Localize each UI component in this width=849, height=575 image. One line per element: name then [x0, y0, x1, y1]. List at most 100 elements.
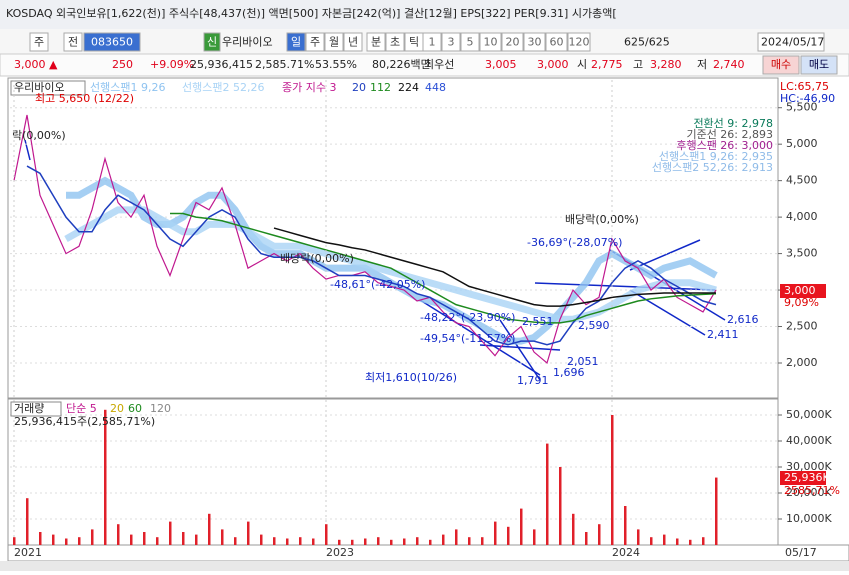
info-line: 선행스팬1 9,26: 2,935 [659, 150, 773, 163]
button-label[interactable]: 60 [550, 36, 564, 49]
x-tick-label: 2024 [612, 546, 640, 559]
volume-bar [715, 477, 718, 545]
quote-item: 고 [633, 58, 643, 71]
button-label[interactable]: 3 [448, 36, 455, 49]
volume-bar [13, 537, 16, 545]
volume-marker-label: 25,936K [784, 471, 830, 484]
button-label[interactable]: 5 [467, 36, 474, 49]
series-line [64, 206, 717, 323]
legend-entry: 60 [128, 402, 142, 415]
button-label[interactable]: 10 [484, 36, 498, 49]
legend-title: 거래량 [14, 402, 44, 415]
button[interactable] [385, 32, 405, 52]
volume-bar [689, 539, 692, 545]
trade-button[interactable] [762, 55, 800, 75]
legend-entry: 120 [150, 402, 171, 415]
quote-item: 3,005 [485, 58, 517, 71]
trend-line [629, 239, 701, 271]
button-label[interactable]: 전 [68, 36, 78, 49]
y-tick-label: 10,000K [786, 512, 832, 525]
annotation: 배당락(0,00%) [565, 213, 639, 226]
scrollbar[interactable] [0, 561, 849, 571]
trade-button-label[interactable]: 매도 [809, 58, 829, 71]
button[interactable] [479, 32, 502, 52]
quote-item: 3,000 ▲ [14, 58, 58, 71]
quote-item: 250 [112, 58, 133, 71]
button-label[interactable]: 신 [207, 36, 217, 49]
quote-bar [0, 53, 849, 77]
button-label[interactable]: 년 [348, 36, 358, 49]
button[interactable] [501, 32, 524, 52]
button[interactable] [203, 32, 221, 52]
volume-bar [247, 521, 250, 545]
price-marker [780, 284, 826, 298]
button-label[interactable]: 120 [569, 36, 590, 49]
date-box[interactable] [757, 32, 825, 52]
button-label[interactable]: 주 [34, 36, 44, 49]
volume-bar [312, 538, 315, 545]
price-marker-label: 3,000 [784, 284, 816, 297]
button[interactable] [305, 32, 325, 52]
volume-bar [143, 532, 146, 545]
button[interactable] [422, 32, 442, 52]
volume-bar [598, 524, 601, 545]
button[interactable] [545, 32, 568, 52]
button-label[interactable]: 틱 [409, 36, 419, 49]
volume-bar [520, 508, 523, 545]
button-label[interactable]: 30 [528, 36, 542, 49]
button-label[interactable]: 일 [291, 35, 301, 49]
button[interactable] [441, 32, 461, 52]
quote-item: 2,740 [713, 58, 745, 71]
quote-item: 25,936,415 [190, 58, 253, 71]
volume-bar [416, 537, 419, 545]
button-label[interactable]: 월 [329, 36, 339, 49]
button[interactable] [523, 32, 546, 52]
trend-line [24, 139, 31, 161]
annotation: 배당락(0,00%) [280, 252, 354, 265]
info-line: 전환선 9: 2,978 [693, 117, 773, 130]
y-tick-label: 20,000K [786, 486, 832, 499]
button[interactable] [286, 32, 306, 52]
annotation: 1,791 [517, 374, 549, 387]
button[interactable] [343, 32, 363, 52]
volume-bar [455, 529, 458, 545]
x-tick-label: 05/17 [785, 546, 817, 559]
annotation: 최저1,610(10/26) [365, 371, 457, 384]
legend-entry: 448 [425, 81, 446, 94]
trade-button[interactable] [800, 55, 838, 75]
button[interactable] [567, 32, 591, 52]
button-label[interactable]: 주 [310, 36, 320, 49]
volume-bar [117, 524, 120, 545]
button[interactable] [29, 32, 49, 52]
button-label[interactable]: 초 [390, 36, 400, 49]
button[interactable] [324, 32, 344, 52]
volume-bar [650, 537, 653, 545]
button[interactable] [460, 32, 480, 52]
volume-bar [468, 537, 471, 545]
button-label[interactable]: 083650 [91, 36, 133, 49]
annotation: 2,411 [707, 328, 739, 341]
trade-button-label[interactable]: 매수 [771, 58, 791, 71]
volume-bar [234, 537, 237, 545]
title-bar [0, 0, 849, 29]
volume-bar [364, 538, 367, 545]
button-label[interactable]: 1 [429, 36, 436, 49]
volume-bar [546, 443, 549, 545]
volume-bar [481, 537, 484, 545]
quote-item: 53.55% [315, 58, 357, 71]
volume-bar [351, 539, 354, 545]
button[interactable] [83, 32, 141, 52]
volume-bar [273, 537, 276, 545]
volume-bar [533, 529, 536, 545]
volume-bar [286, 538, 289, 545]
y-tick-label: 4,000 [786, 210, 818, 223]
annotation: -49,54°(-11,57%) [420, 332, 515, 345]
annotation: 락(0,00%) [12, 129, 66, 142]
volume-bar [429, 539, 432, 545]
button[interactable] [63, 32, 83, 52]
button-label[interactable]: 20 [506, 36, 520, 49]
button-label[interactable]: 분 [371, 36, 381, 49]
button[interactable] [366, 32, 386, 52]
legend-entry: 종가 지수 3 [282, 81, 336, 94]
